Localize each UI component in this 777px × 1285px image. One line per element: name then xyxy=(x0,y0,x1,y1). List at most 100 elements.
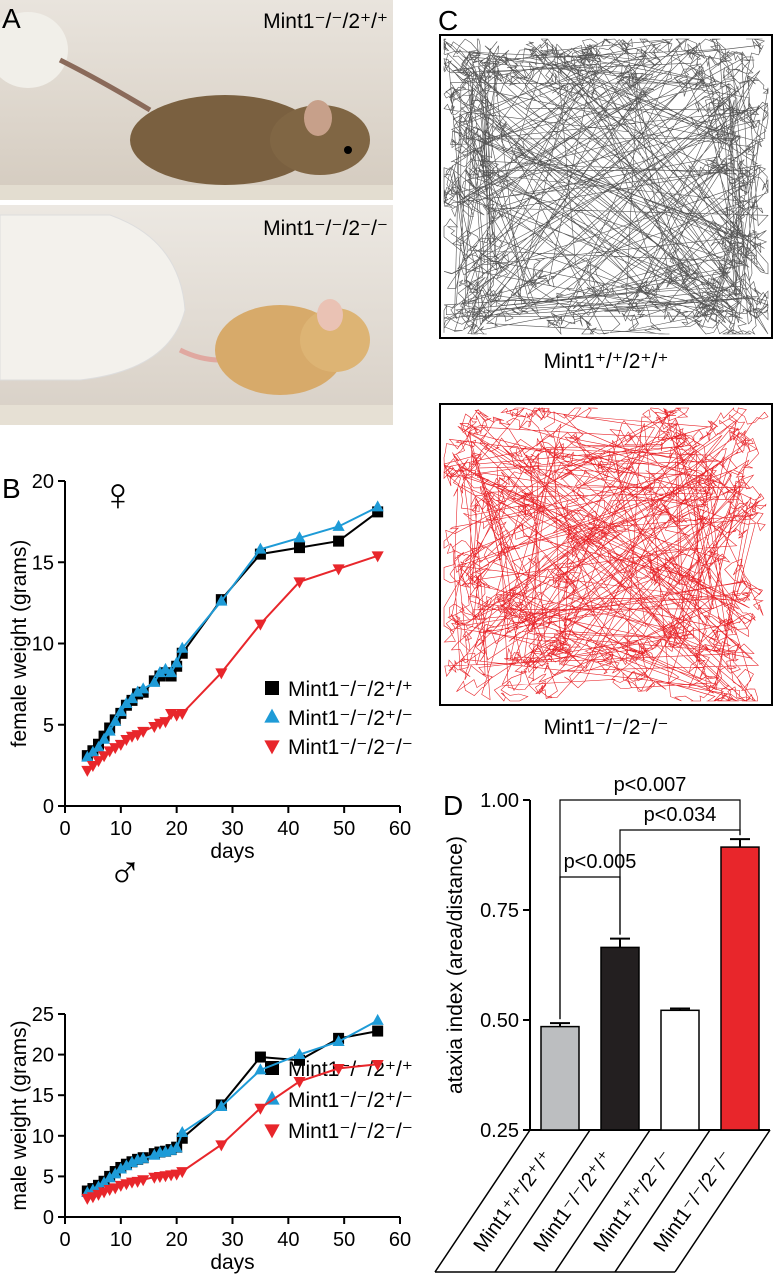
y-tick-label: 0 xyxy=(43,1207,54,1229)
y-tick-label: 20 xyxy=(32,471,54,493)
track xyxy=(443,406,769,702)
legend-marker xyxy=(264,740,280,755)
track-label: Mint1⁺/⁺/2⁺/⁺ xyxy=(544,350,669,373)
panel-label: C xyxy=(438,5,458,36)
x-tick-label: 40 xyxy=(277,818,299,840)
legend-label: Mint1⁻/⁻/2⁻/⁻ xyxy=(288,736,413,759)
data-point xyxy=(215,668,228,680)
data-point xyxy=(254,548,266,560)
data-point xyxy=(371,1013,384,1025)
data-point xyxy=(148,675,161,687)
significance-label: p<0.007 xyxy=(614,774,687,796)
annotation: ♂ xyxy=(108,846,143,898)
y-tick-label: 20 xyxy=(32,1045,54,1067)
y-tick-label: 15 xyxy=(32,1085,54,1107)
legend-marker xyxy=(265,681,279,695)
legend-marker xyxy=(264,1124,280,1139)
x-tick-label: 0 xyxy=(59,1229,70,1251)
data-point xyxy=(98,732,111,744)
x-tick-label: 60 xyxy=(389,818,411,840)
x-tick-label: 20 xyxy=(166,818,188,840)
data-point xyxy=(109,714,122,726)
data-point xyxy=(81,765,94,777)
y-axis-label: female weight (grams) xyxy=(8,540,31,748)
data-point xyxy=(137,682,150,694)
legend-marker xyxy=(264,708,280,723)
y-tick-label: 5 xyxy=(43,715,54,737)
data-point xyxy=(215,594,228,606)
data-point xyxy=(137,1175,150,1187)
data-point xyxy=(332,1035,345,1047)
data-point xyxy=(372,1025,384,1037)
y-tick-label: 0.75 xyxy=(480,900,519,922)
data-point xyxy=(92,756,105,768)
data-point xyxy=(120,1159,133,1171)
y-tick-label: 15 xyxy=(32,552,54,574)
data-point xyxy=(254,1103,267,1115)
y-tick-label: 0.50 xyxy=(480,1010,519,1032)
data-point xyxy=(176,1167,189,1179)
data-point xyxy=(103,1171,116,1183)
y-tick-label: 0.25 xyxy=(480,1120,519,1142)
x-tick-label: 40 xyxy=(277,1229,299,1251)
legend-label: Mint1⁻/⁻/2⁺/⁺ xyxy=(288,678,413,701)
x-tick-label: 50 xyxy=(333,818,355,840)
data-point xyxy=(176,708,189,720)
data-point xyxy=(137,1151,150,1163)
data-point xyxy=(332,564,345,576)
significance-bracket xyxy=(619,829,741,935)
x-tick-label: 30 xyxy=(221,1229,243,1251)
data-point xyxy=(165,666,178,678)
data-point xyxy=(254,619,267,631)
data-point xyxy=(215,1140,228,1152)
label-box-edge xyxy=(554,1129,651,1273)
data-point xyxy=(176,1132,188,1144)
label-box-edge xyxy=(674,1129,771,1273)
label-box-edge xyxy=(494,1129,591,1273)
data-point xyxy=(98,751,111,763)
data-point xyxy=(114,705,127,717)
significance-label: p<0.005 xyxy=(564,851,637,873)
bar xyxy=(600,946,640,1131)
x-axis-label: days xyxy=(210,1251,254,1274)
tracks xyxy=(443,38,769,702)
data-point xyxy=(176,1125,189,1137)
data-point xyxy=(371,500,384,512)
data-point xyxy=(254,1063,267,1075)
data-point xyxy=(294,542,305,554)
x-axis-label: days xyxy=(210,840,254,863)
y-tick-label: 0 xyxy=(43,796,54,818)
data-point xyxy=(176,647,188,659)
data-point xyxy=(293,1076,306,1088)
data-point xyxy=(294,1054,305,1066)
data-point xyxy=(125,692,139,704)
panel-label: A xyxy=(2,3,21,34)
photo-label: Mint1⁻/⁻/2⁺/⁺ xyxy=(263,10,388,33)
data-point xyxy=(332,519,345,531)
photo-top xyxy=(0,0,393,200)
y-tick-label: 25 xyxy=(32,1004,54,1026)
significance-label: p<0.034 xyxy=(644,804,717,826)
data-point xyxy=(332,1064,345,1076)
y-tick-label: 1.00 xyxy=(480,790,519,812)
x-tick-label: 10 xyxy=(110,1229,132,1251)
track xyxy=(443,38,769,335)
data-point xyxy=(254,542,267,554)
data-point xyxy=(159,717,172,729)
photo-label: Mint1⁻/⁻/2⁻/⁻ xyxy=(263,217,388,240)
panel-label: B xyxy=(2,473,21,504)
y-tick-label: 10 xyxy=(32,634,54,656)
bar xyxy=(660,1009,700,1131)
data-point xyxy=(114,1162,127,1174)
data-point xyxy=(153,666,166,678)
data-point xyxy=(103,724,116,736)
photo-bottom xyxy=(0,205,393,425)
data-point xyxy=(137,726,150,738)
data-point xyxy=(333,535,345,547)
significance-bracket xyxy=(559,799,741,1020)
x-tick-label: 60 xyxy=(389,1229,411,1251)
data-point xyxy=(254,1051,266,1063)
data-point xyxy=(371,551,384,563)
data-point xyxy=(170,1141,183,1153)
